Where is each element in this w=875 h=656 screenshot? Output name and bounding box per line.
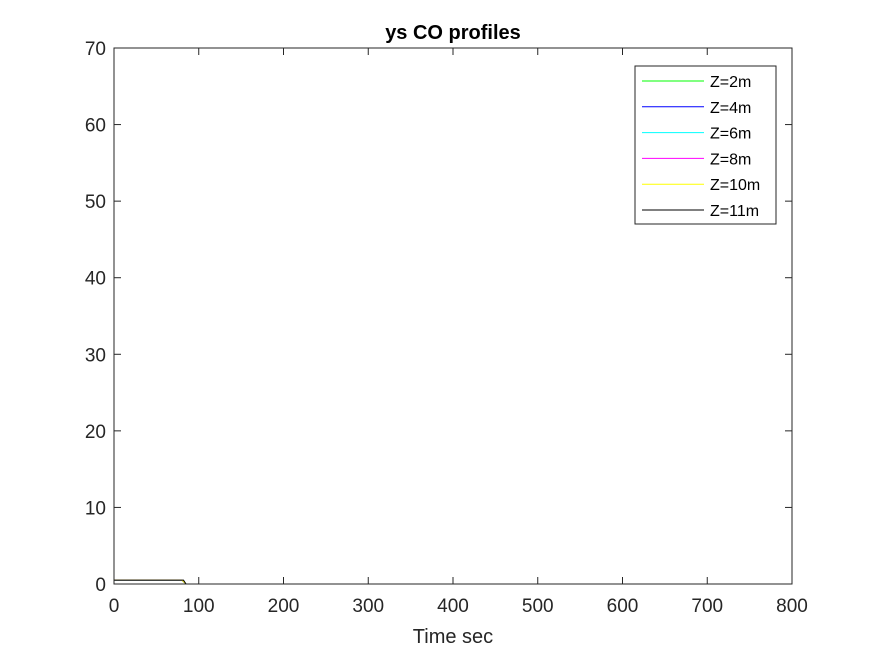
y-tick-label: 50 [85, 192, 106, 213]
legend-box [634, 65, 777, 225]
y-tick-label: 10 [85, 498, 106, 519]
x-tick-label: 600 [607, 596, 639, 617]
x-tick-label: 0 [109, 596, 120, 617]
x-tick-label: 300 [352, 596, 384, 617]
legend-label: Z=2m [710, 74, 751, 91]
x-axis-label: Time sec [413, 626, 493, 648]
y-tick-label: 30 [85, 345, 106, 366]
x-tick-label: 700 [691, 596, 723, 617]
legend-label: Z=6m [710, 126, 751, 143]
x-tick-label: 500 [522, 596, 554, 617]
ticks-layer: 0 100 200 300 400 500 600 700 800 0 10 20 30 40 50 60 70 [85, 39, 808, 617]
chart-title: ys CO profiles [385, 22, 521, 44]
legend-label: Z=10m [710, 177, 760, 194]
y-tick-label: 40 [85, 269, 106, 290]
legend-label: Z=11m [710, 203, 759, 220]
x-tick-label: 400 [437, 596, 469, 617]
y-tick-label: 0 [95, 575, 106, 596]
x-tick-label: 200 [268, 596, 300, 617]
legend-label: Z=4m [710, 100, 751, 117]
legend-label: Z=8m [710, 151, 751, 168]
legend: Z=2m Z=4m Z=6m Z=8m Z=10m Z=11m [634, 65, 777, 225]
y-tick-label: 60 [85, 116, 106, 137]
x-tick-label: 100 [183, 596, 215, 617]
x-tick-label: 800 [776, 596, 808, 617]
y-tick-label: 20 [85, 422, 106, 443]
y-tick-label: 70 [85, 39, 106, 60]
